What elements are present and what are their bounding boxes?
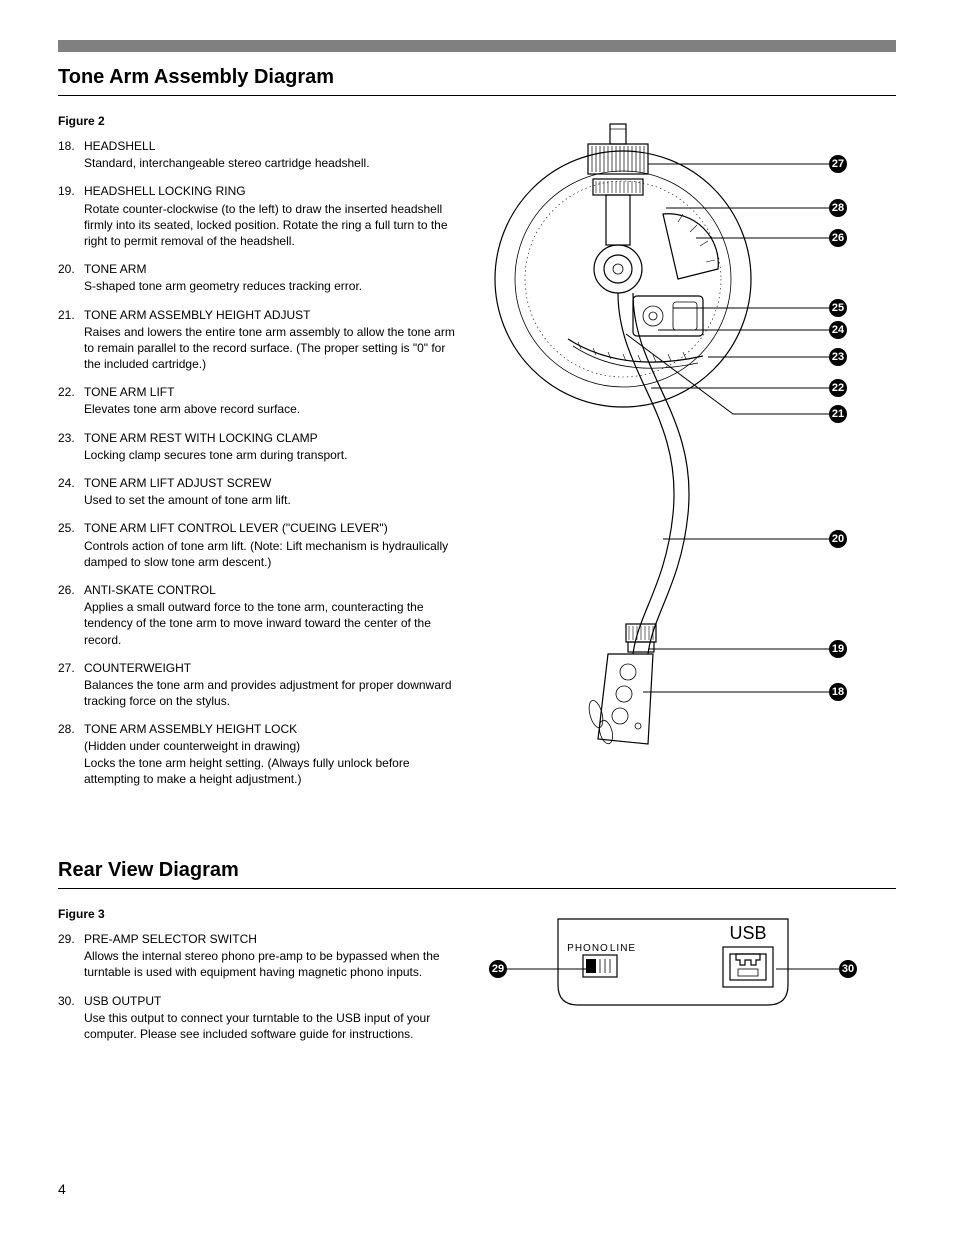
item-number: 30.: [58, 993, 84, 1043]
item-title: USB OUTPUT: [84, 993, 458, 1009]
item-desc: Allows the internal stereo phono pre-amp…: [84, 948, 458, 980]
item-number: 29.: [58, 931, 84, 981]
item-number: 18.: [58, 138, 84, 171]
section2-heading: Rear View Diagram: [58, 859, 896, 889]
item-number: 22.: [58, 384, 84, 417]
callout-number: 30: [842, 963, 854, 975]
fig2-item: 24.TONE ARM LIFT ADJUST SCREWUsed to set…: [58, 475, 458, 508]
item-title: TONE ARM LIFT CONTROL LEVER ("Cueing Lev…: [84, 520, 458, 536]
callout-number: 28: [832, 202, 844, 214]
section2-body: Figure 3 29.PRE-AMP SELECTOR SWITCHAllow…: [58, 907, 896, 1054]
item-title: TONE ARM LIFT ADJUST SCREW: [84, 475, 458, 491]
callout-number: 27: [832, 158, 844, 170]
item-desc: Use this output to connect your turntabl…: [84, 1010, 458, 1042]
item-desc: Rotate counter-clockwise (to the left) t…: [84, 201, 458, 250]
svg-text:LINE: LINE: [610, 943, 636, 954]
item-title: COUNTERWEIGHT: [84, 660, 458, 676]
svg-text:USB: USB: [729, 923, 766, 943]
item-title: TONE ARM: [84, 261, 458, 277]
header-bar: [58, 40, 896, 52]
item-desc: Applies a small outward force to the ton…: [84, 599, 458, 648]
figure2-diagram: 27 28 26 25 24 23 22 21 20 19 18: [478, 114, 896, 799]
item-number: 21.: [58, 307, 84, 373]
item-title: TONE ARM ASSEMBLY HEIGHT ADJUST: [84, 307, 458, 323]
item-desc: Locking clamp secures tone arm during tr…: [84, 447, 458, 463]
item-number: 25.: [58, 520, 84, 570]
item-number: 26.: [58, 582, 84, 648]
item-title: TONE ARM LIFT: [84, 384, 458, 400]
figure3-label: Figure 3: [58, 907, 458, 921]
item-number: 28.: [58, 721, 84, 787]
item-desc: Elevates tone arm above record surface.: [84, 401, 458, 417]
item-desc: Standard, interchangeable stereo cartrid…: [84, 155, 458, 171]
fig2-item: 20.TONE ARMS-shaped tone arm geometry re…: [58, 261, 458, 294]
fig2-item: 27.COUNTERWEIGHTBalances the tone arm an…: [58, 660, 458, 710]
section1-heading: Tone Arm Assembly Diagram: [58, 66, 896, 96]
item-desc: Used to set the amount of tone arm lift.: [84, 492, 458, 508]
callout-number: 29: [492, 963, 504, 975]
item-desc: Controls action of tone arm lift. (Note:…: [84, 538, 458, 570]
item-desc: Balances the tone arm and provides adjus…: [84, 677, 458, 709]
callout-number: 22: [832, 382, 844, 394]
item-desc: Raises and lowers the entire tone arm as…: [84, 324, 458, 373]
fig2-item: 23.TONE ARM REST WITH LOCKING CLAMPLocki…: [58, 430, 458, 463]
item-desc: S-shaped tone arm geometry reduces track…: [84, 278, 458, 294]
callout-number: 26: [832, 232, 844, 244]
fig2-item: 28.TONE ARM ASSEMBLY HEIGHT LOCK(Hidden …: [58, 721, 458, 787]
item-number: 27.: [58, 660, 84, 710]
item-number: 20.: [58, 261, 84, 294]
fig2-item: 19.HEADSHELL LOCKING RING Rotate counter-…: [58, 183, 458, 249]
item-number: 19.: [58, 183, 84, 249]
fig2-item: 21.TONE ARM ASSEMBLY HEIGHT ADJUSTRaises…: [58, 307, 458, 373]
fig2-item: 25.TONE ARM LIFT CONTROL LEVER ("Cueing …: [58, 520, 458, 570]
callout-number: 18: [832, 686, 844, 698]
fig2-item: 26.ANTI-SKATE CONTROLApplies a small out…: [58, 582, 458, 648]
item-title: PRE-AMP SELECTOR SWITCH: [84, 931, 458, 947]
callout-number: 23: [832, 351, 844, 363]
fig2-item: 22.TONE ARM LIFTElevates tone arm above …: [58, 384, 458, 417]
callout-number: 21: [832, 408, 844, 420]
svg-text:PHONO: PHONO: [567, 943, 609, 954]
callout-number: 19: [832, 643, 844, 655]
section1-body: Figure 2 18.HEADSHELLStandard, interchan…: [58, 114, 896, 799]
callout-number: 25: [832, 302, 844, 314]
callout-number: 20: [832, 533, 844, 545]
item-title: TONE ARM REST WITH LOCKING CLAMP: [84, 430, 458, 446]
fig3-item: 30.USB OUTPUTUse this output to connect …: [58, 993, 458, 1043]
callout-number: 24: [832, 324, 845, 336]
item-title: HEADSHELL LOCKING RING: [84, 183, 458, 199]
item-number: 23.: [58, 430, 84, 463]
fig3-item: 29.PRE-AMP SELECTOR SWITCHAllows the int…: [58, 931, 458, 981]
item-number: 24.: [58, 475, 84, 508]
item-desc: (Hidden under counterweight in drawing) …: [84, 738, 458, 787]
fig2-item: 18.HEADSHELLStandard, interchangeable st…: [58, 138, 458, 171]
figure2-label: Figure 2: [58, 114, 458, 128]
item-title: HEADSHELL: [84, 138, 458, 154]
item-title: ANTI-SKATE CONTROL: [84, 582, 458, 598]
section1-text: Figure 2 18.HEADSHELLStandard, interchan…: [58, 114, 458, 799]
section2-text: Figure 3 29.PRE-AMP SELECTOR SWITCHAllow…: [58, 907, 458, 1054]
figure3-diagram: PHONO LINE USB 29 30: [478, 907, 896, 1054]
page-number: 4: [58, 1181, 66, 1197]
item-title: TONE ARM ASSEMBLY HEIGHT LOCK: [84, 721, 458, 737]
